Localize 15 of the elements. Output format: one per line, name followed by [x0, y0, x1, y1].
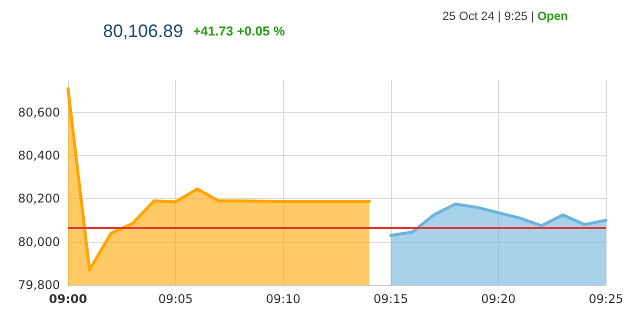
y-tick-label: 79,800: [18, 278, 60, 292]
y-tick-label: 80,400: [18, 148, 60, 163]
text: Open: [537, 9, 568, 23]
chart-title: 80,106.89: [103, 21, 194, 41]
y-tick-label: 80,000: [18, 234, 60, 249]
x-tick-label: 09:05: [158, 292, 193, 306]
chart-subtitle: +41.73 +0.05 %: [193, 24, 286, 38]
x-tick-label: 09:20: [481, 292, 516, 306]
x-tick-label: 09:00: [48, 292, 88, 306]
x-tick-label: 09:10: [266, 292, 300, 306]
y-tick-label: 80,600: [18, 105, 60, 120]
y-tick-label: 80,200: [18, 192, 60, 206]
text: 25 Oct 24 | 9:25 |: [442, 9, 538, 23]
x-tick-label: 09:25: [588, 292, 624, 306]
x-tick-label: 09:15: [374, 292, 408, 306]
